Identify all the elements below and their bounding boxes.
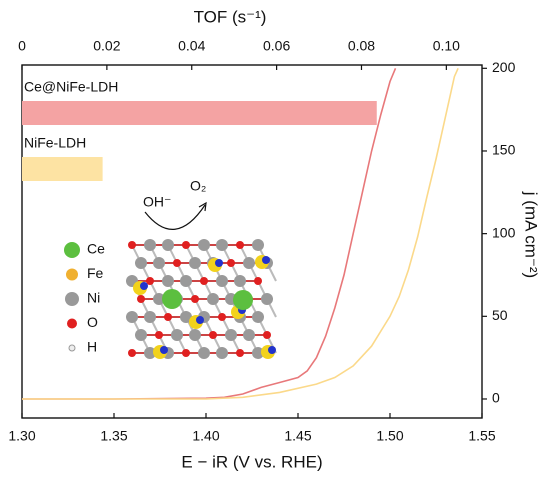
atom <box>198 239 210 251</box>
atom <box>162 239 174 251</box>
atom <box>153 257 165 269</box>
x-tick-label: 1.35 <box>100 428 127 444</box>
atom <box>180 311 192 323</box>
atom <box>128 349 136 357</box>
atom <box>180 275 192 287</box>
top-tick-label: 0 <box>18 38 26 54</box>
atom <box>144 311 156 323</box>
top-tick-label: 0.02 <box>93 38 120 54</box>
x-axis-title: E − iR (V vs. RHE) <box>181 452 322 471</box>
atom <box>209 331 217 339</box>
atom <box>144 239 156 251</box>
plot-frame <box>21 64 483 419</box>
legend-atom <box>65 292 79 306</box>
legend-atom <box>67 318 77 329</box>
atom <box>155 331 163 339</box>
atom <box>227 259 235 267</box>
legend-label: O <box>87 314 98 330</box>
charge-density <box>196 316 204 324</box>
atom <box>263 331 271 339</box>
reaction-arrow <box>144 204 206 230</box>
legend-atom <box>64 242 80 258</box>
charge-density <box>215 259 223 267</box>
bar <box>22 101 377 125</box>
legend-atom <box>68 344 76 352</box>
top-tick-label: 0.04 <box>178 38 205 54</box>
atom <box>252 347 264 359</box>
product-label: O₂ <box>190 178 206 194</box>
atom <box>216 347 228 359</box>
reactant-label: OH⁻ <box>143 194 171 210</box>
arrow-head <box>198 201 207 212</box>
top-tick-label: 0.08 <box>348 38 375 54</box>
atom <box>182 241 190 249</box>
legend-label: Fe <box>87 265 104 281</box>
atom <box>252 239 264 251</box>
atom <box>234 275 246 287</box>
atom <box>236 241 244 249</box>
atom <box>162 275 174 287</box>
atom <box>261 293 273 305</box>
charge-density <box>140 282 148 290</box>
atom <box>225 329 237 341</box>
x-tick-label: 1.50 <box>376 428 403 444</box>
y-tick-label: 200 <box>492 59 516 75</box>
atom <box>218 313 226 321</box>
curve <box>22 67 459 400</box>
atom <box>252 311 264 323</box>
y-tick-label: 100 <box>492 224 516 240</box>
atom <box>173 259 181 267</box>
charge-density <box>160 346 168 354</box>
atom <box>191 295 199 303</box>
legend-label: Ce <box>87 241 105 257</box>
atom <box>137 295 145 303</box>
y-axis-title: j (mA cm⁻²) <box>522 191 541 278</box>
curve <box>22 67 397 400</box>
charge-density <box>268 346 276 354</box>
atom <box>198 347 210 359</box>
charge-density <box>262 256 270 264</box>
x-tick-label: 1.45 <box>284 428 311 444</box>
atom <box>126 311 138 323</box>
top-axis-title: TOF (s⁻¹) <box>194 7 267 26</box>
atom <box>254 277 262 285</box>
atom <box>182 349 190 357</box>
ce-atom <box>233 290 253 310</box>
top-tick-label: 0.10 <box>433 38 460 54</box>
y-tick-label: 0 <box>492 390 500 406</box>
atom <box>128 241 136 249</box>
y-tick-label: 150 <box>492 142 516 158</box>
atom <box>189 257 201 269</box>
x-tick-label: 1.55 <box>468 428 495 444</box>
atom <box>200 277 208 285</box>
atom <box>146 277 154 285</box>
x-tick-label: 1.30 <box>8 428 35 444</box>
atom <box>153 293 165 305</box>
atom <box>164 313 172 321</box>
atom <box>216 275 228 287</box>
atom <box>243 329 255 341</box>
y-tick-label: 50 <box>492 307 508 323</box>
bar-label: Ce@NiFe-LDH <box>24 79 118 95</box>
legend-label: Ni <box>87 290 100 306</box>
atom <box>207 293 219 305</box>
legend-atom <box>66 268 78 281</box>
top-tick-label: 0.06 <box>263 38 290 54</box>
atom <box>135 257 147 269</box>
ce-atom <box>162 289 182 309</box>
inset: OH⁻ O₂ Ce Fe Ni OH <box>64 178 277 359</box>
bar-label: NiFe-LDH <box>24 135 86 151</box>
atom <box>236 349 244 357</box>
atom <box>189 329 201 341</box>
atom <box>135 329 147 341</box>
atom <box>243 257 255 269</box>
legend-label: H <box>87 339 97 355</box>
atom <box>216 239 228 251</box>
atom <box>171 329 183 341</box>
x-tick-label: 1.40 <box>192 428 219 444</box>
bar <box>22 157 103 181</box>
atom <box>144 347 156 359</box>
